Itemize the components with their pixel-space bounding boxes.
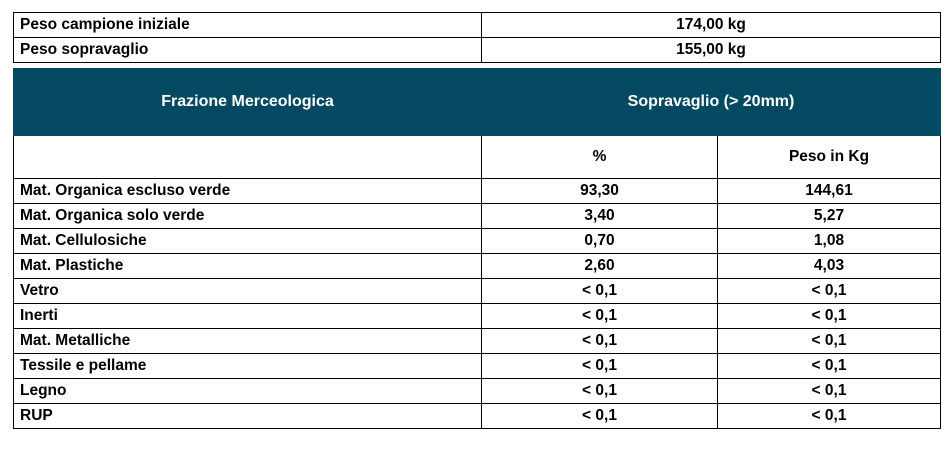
sample-weight-table: Peso campione iniziale 174,00 kg Peso so… — [13, 12, 941, 63]
percent-cell: < 0,1 — [481, 303, 718, 329]
fraction-header: Frazione Merceologica — [13, 68, 482, 136]
percent-cell: 3,40 — [481, 203, 718, 229]
percent-cell: 0,70 — [481, 228, 718, 254]
table-row: Inerti < 0,1 < 0,1 — [13, 303, 941, 329]
weight-cell: 1,08 — [717, 228, 941, 254]
weight-column-header: Peso in Kg — [717, 135, 941, 179]
fraction-name-cell: Mat. Cellulosiche — [13, 228, 482, 254]
table-row: Mat. Metalliche < 0,1 < 0,1 — [13, 328, 941, 354]
percent-cell: < 0,1 — [481, 353, 718, 379]
weight-cell: < 0,1 — [717, 328, 941, 354]
oversize-group-header: Sopravaglio (> 20mm) — [481, 68, 941, 136]
percent-cell: 2,60 — [481, 253, 718, 279]
percent-cell: < 0,1 — [481, 403, 718, 429]
table-row: Mat. Organica solo verde 3,40 5,27 — [13, 203, 941, 229]
weight-cell: 4,03 — [717, 253, 941, 279]
table-row: RUP < 0,1 < 0,1 — [13, 403, 941, 429]
summary-value: 174,00 kg — [481, 12, 941, 38]
summary-label: Peso sopravaglio — [13, 37, 482, 63]
fraction-name-cell: Mat. Organica solo verde — [13, 203, 482, 229]
weight-cell: < 0,1 — [717, 353, 941, 379]
fraction-name-cell: Mat. Metalliche — [13, 328, 482, 354]
weight-cell: 5,27 — [717, 203, 941, 229]
weight-cell: < 0,1 — [717, 278, 941, 304]
composition-table: Frazione Merceologica Sopravaglio (> 20m… — [13, 68, 941, 429]
table-subheader-row: % Peso in Kg — [13, 135, 941, 179]
summary-value: 155,00 kg — [481, 37, 941, 63]
percent-cell: < 0,1 — [481, 378, 718, 404]
table-row: Mat. Plastiche 2,60 4,03 — [13, 253, 941, 279]
fraction-name-cell: Vetro — [13, 278, 482, 304]
fraction-name-cell: Mat. Plastiche — [13, 253, 482, 279]
percent-cell: < 0,1 — [481, 278, 718, 304]
percent-cell: < 0,1 — [481, 328, 718, 354]
percent-cell: 93,30 — [481, 178, 718, 204]
weight-cell: < 0,1 — [717, 303, 941, 329]
fraction-name-cell: RUP — [13, 403, 482, 429]
table-row: Legno < 0,1 < 0,1 — [13, 378, 941, 404]
fraction-name-cell: Inerti — [13, 303, 482, 329]
summary-label: Peso campione iniziale — [13, 12, 482, 38]
table-header-row: Frazione Merceologica Sopravaglio (> 20m… — [13, 68, 941, 136]
fraction-name-cell: Legno — [13, 378, 482, 404]
table-row: Mat. Cellulosiche 0,70 1,08 — [13, 228, 941, 254]
summary-row: Peso campione iniziale 174,00 kg — [13, 12, 941, 38]
percent-column-header: % — [481, 135, 718, 179]
weight-cell: 144,61 — [717, 178, 941, 204]
summary-row: Peso sopravaglio 155,00 kg — [13, 37, 941, 63]
empty-subheader-cell — [13, 135, 482, 179]
table-body: Mat. Organica escluso verde 93,30 144,61 Ma… — [13, 178, 941, 429]
table-row: Mat. Organica escluso verde 93,30 144,61 — [13, 178, 941, 204]
table-row: Tessile e pellame < 0,1 < 0,1 — [13, 353, 941, 379]
fraction-name-cell: Tessile e pellame — [13, 353, 482, 379]
table-row: Vetro < 0,1 < 0,1 — [13, 278, 941, 304]
weight-cell: < 0,1 — [717, 403, 941, 429]
weight-cell: < 0,1 — [717, 378, 941, 404]
fraction-name-cell: Mat. Organica escluso verde — [13, 178, 482, 204]
